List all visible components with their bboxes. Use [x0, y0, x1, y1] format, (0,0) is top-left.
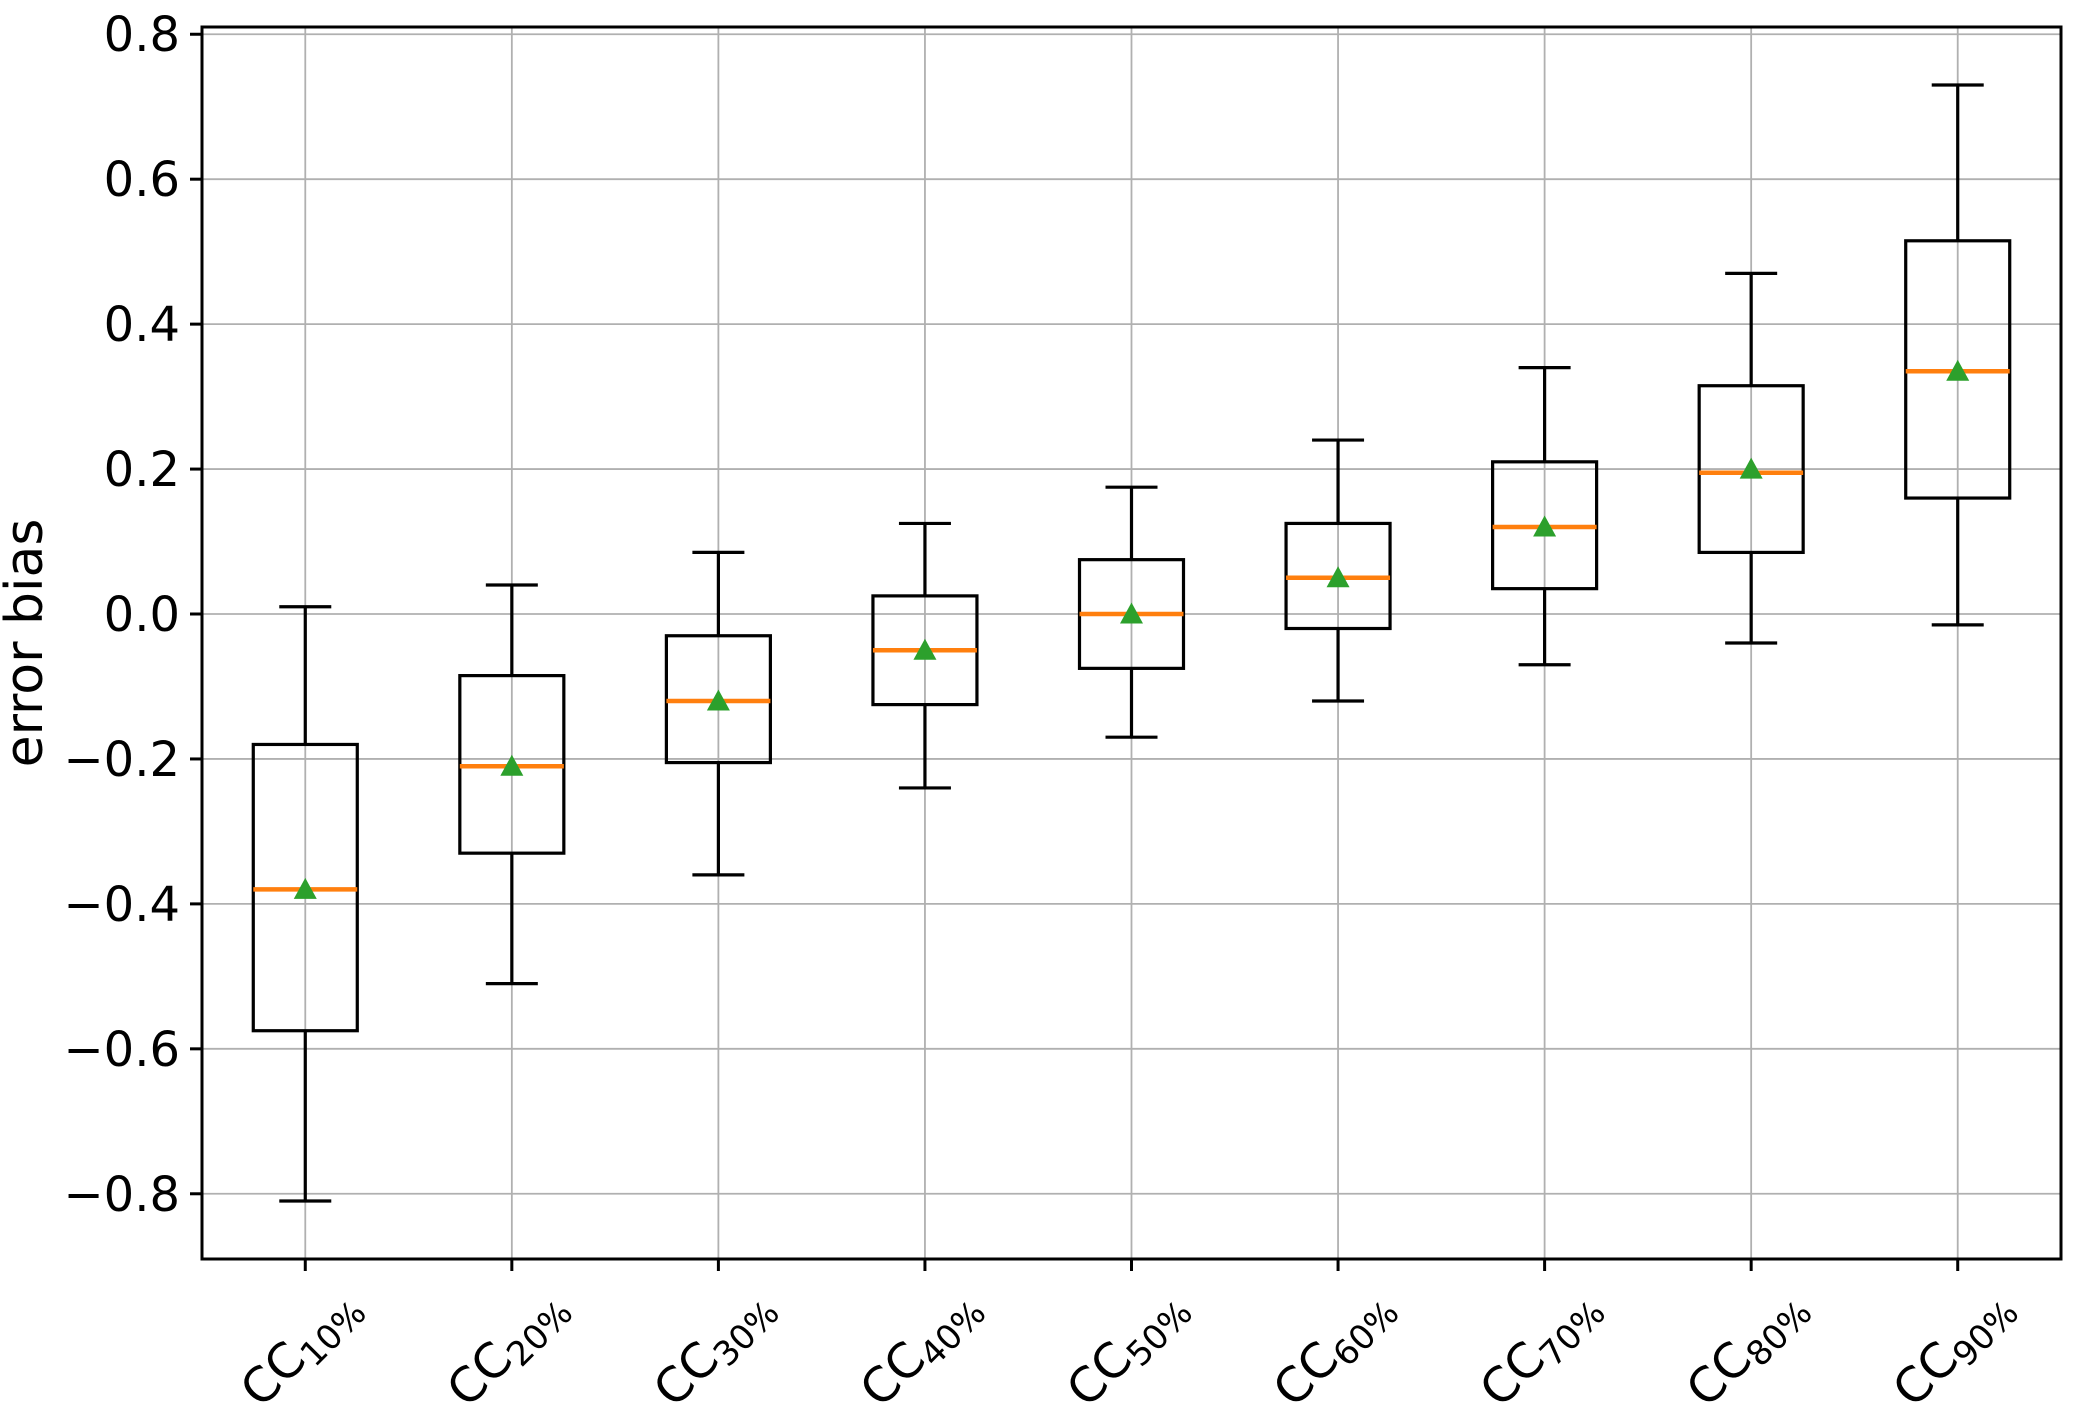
y-tick-label: −0.6 — [63, 1022, 180, 1078]
mean-marker — [1533, 515, 1557, 537]
y-axis-label: error bias — [0, 519, 55, 768]
mean-marker — [1120, 602, 1143, 624]
boxplot-CC10% — [251, 605, 359, 1203]
boxplot-CC80% — [1697, 271, 1805, 645]
boxplot-CC90% — [1904, 83, 2012, 627]
x-tick-label: CC30% — [643, 1277, 788, 1422]
tick-layer: 0.8 0.6 0.4 0.2 0.0 −0.2 −0.4 −0.6 −0.8 CC10% CC20… — [63, 7, 2027, 1422]
grid-layer — [202, 27, 2061, 1259]
boxplot-CC60% — [1284, 438, 1392, 703]
y-tick-label: −0.8 — [63, 1167, 180, 1223]
mean-marker — [1946, 359, 1970, 381]
x-tick-label: CC50% — [1056, 1277, 1201, 1422]
y-tick-label: 0.2 — [104, 442, 180, 498]
boxplot-CC70% — [1491, 366, 1599, 667]
y-tick-label: −0.2 — [63, 732, 180, 788]
x-tick-label: CC80% — [1676, 1277, 1821, 1422]
y-tick-label: −0.4 — [63, 877, 180, 933]
y-tick-label: 0.0 — [104, 587, 180, 643]
y-tick-label: 0.8 — [104, 7, 180, 63]
x-tick-label: CC40% — [849, 1277, 994, 1422]
x-tick-label: CC20% — [436, 1277, 581, 1422]
mean-marker — [1739, 457, 1763, 479]
box-layer — [251, 83, 2012, 1203]
x-tick-label: CC60% — [1263, 1277, 1408, 1422]
x-tick-label: CC90% — [1882, 1277, 2027, 1422]
y-tick-label: 0.4 — [104, 297, 180, 353]
y-tick-label: 0.6 — [104, 152, 180, 208]
mean-marker — [293, 877, 317, 899]
x-tick-label: CC10% — [230, 1277, 375, 1422]
mean-marker — [913, 638, 937, 660]
x-tick-label: CC70% — [1469, 1277, 1614, 1422]
mean-marker — [706, 689, 730, 711]
boxplot-CC20% — [458, 583, 566, 986]
boxplot-CC30% — [664, 550, 772, 877]
mean-marker — [500, 754, 524, 776]
boxplot-CC50% — [1077, 485, 1186, 739]
iqr-box — [1697, 384, 1805, 555]
boxplot-CC40% — [871, 521, 979, 790]
mean-marker — [1326, 566, 1350, 588]
